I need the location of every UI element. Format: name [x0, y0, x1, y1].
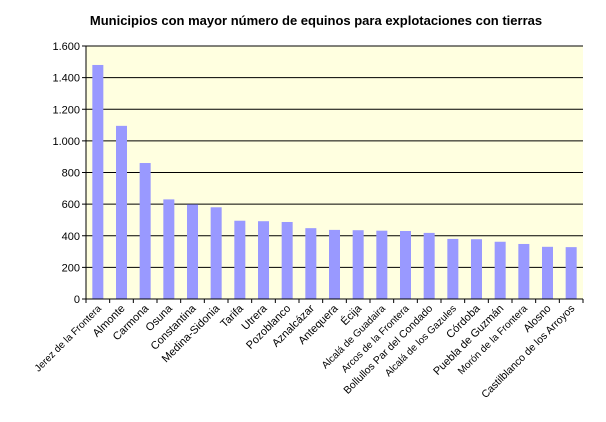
- chart-title: Municipios con mayor número de equinos p…: [90, 13, 542, 28]
- y-tick-label: 1.200: [52, 104, 80, 116]
- bar: [400, 231, 411, 299]
- bar: [234, 220, 246, 299]
- bar: [210, 207, 222, 299]
- y-tick-label: 0: [74, 294, 80, 306]
- y-tick-label: 1.000: [52, 136, 80, 148]
- bar: [518, 243, 530, 299]
- bar: [447, 238, 459, 299]
- y-tick-label: 1.400: [52, 73, 80, 85]
- bar: [258, 221, 269, 299]
- y-tick-label: 800: [62, 168, 80, 180]
- y-tick-labels: 0 200 400 600 800 1.000 1.200 1.400 1.600: [52, 41, 80, 306]
- bar: [116, 125, 127, 300]
- bars: [92, 64, 577, 300]
- bar: [187, 204, 198, 299]
- bar: [565, 247, 577, 299]
- y-tick-label: 600: [62, 199, 80, 211]
- bar: [281, 221, 293, 299]
- y-tick-label: 200: [62, 262, 80, 274]
- bar: [423, 232, 435, 299]
- axes: [85, 46, 584, 303]
- bar: [92, 64, 104, 299]
- x-tick-labels: Jerez de la FronteraAlmonteCarmonaOsunaC…: [33, 301, 577, 400]
- bar: [352, 230, 364, 299]
- y-tick-label: 1.600: [52, 41, 80, 53]
- bar: [376, 230, 388, 299]
- bar: [139, 163, 151, 299]
- bar: [329, 229, 340, 299]
- bar: [163, 199, 175, 299]
- bar: [542, 246, 553, 299]
- y-tick-label: 400: [62, 231, 80, 243]
- bar: [494, 241, 506, 299]
- x-tick-label: Jerez de la Frontera: [33, 303, 104, 374]
- bar: [305, 228, 317, 299]
- bar: [471, 239, 482, 299]
